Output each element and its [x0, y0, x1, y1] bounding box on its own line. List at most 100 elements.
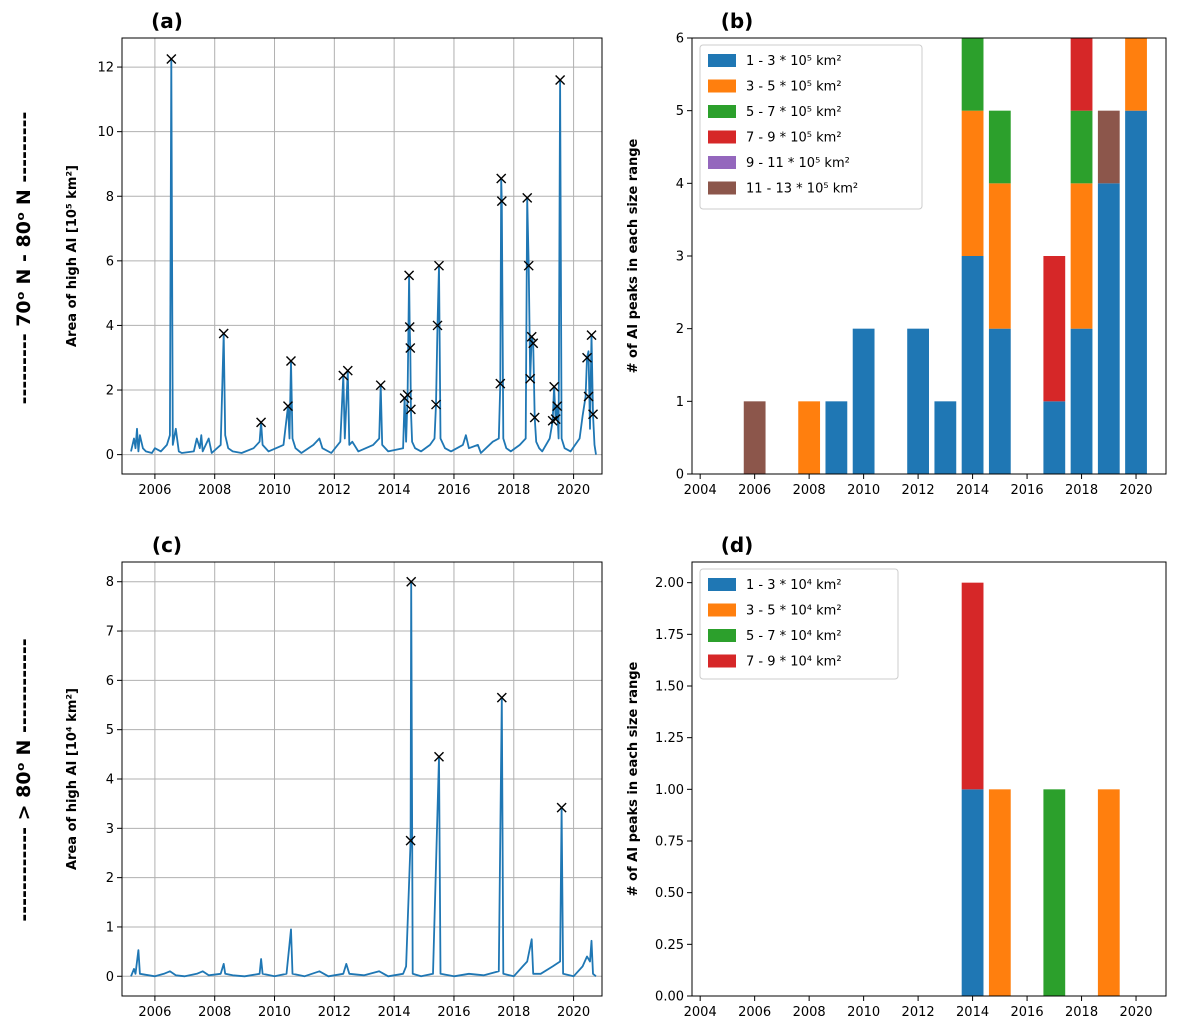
bar-2009-series-0: [825, 401, 848, 474]
y-tick-label: 1.25: [655, 731, 684, 746]
x-tick-label: 2014: [956, 483, 989, 498]
legend-swatch-4: [708, 156, 736, 169]
x-tick-label: 2006: [738, 483, 771, 498]
peak-marker: [549, 381, 560, 392]
x-tick-label: 2010: [847, 483, 880, 498]
row-label-top: --------- 70ᵒ N - 80ᵒ N ---------: [13, 112, 35, 405]
peak-marker: [556, 802, 567, 813]
x-tick-label: 2018: [497, 483, 530, 498]
y-tick-label: 6: [676, 32, 684, 47]
x-tick-label: 2020: [1119, 483, 1152, 498]
peak-marker: [496, 173, 507, 184]
y-tick-label: 3: [676, 250, 684, 265]
legend-label-0: 1 - 3 * 10⁵ km²: [746, 54, 842, 69]
bar-2020-series-1: [1125, 38, 1147, 111]
legend: 1 - 3 * 10⁵ km² 3 - 5 * 10⁵ km² 5 - 7 * 10…: [699, 44, 923, 210]
bar-2018-series-2: [1070, 110, 1093, 184]
legend-label-3: 7 - 9 * 10⁵ km²: [746, 131, 842, 146]
legend-swatch-1: [708, 79, 736, 93]
legend-label-1: 3 - 5 * 10⁴ km²: [746, 604, 842, 619]
y-tick-label: 8: [106, 575, 114, 590]
peak-marker: [523, 260, 534, 271]
peak-marker: [375, 380, 386, 391]
peak-marker: [529, 412, 540, 423]
x-tick-label: 2018: [497, 1005, 530, 1020]
panel-title: (b): [721, 9, 754, 33]
legend-swatch-1: [708, 603, 736, 617]
y-tick-label: 1.00: [655, 783, 684, 798]
peak-marker: [528, 338, 539, 349]
peak-marker: [582, 352, 593, 363]
peak-marker: [583, 391, 594, 402]
bar-2015-series-1: [988, 789, 1011, 996]
legend-swatch-3: [708, 130, 736, 144]
legend-frame: [699, 44, 923, 210]
peak-marker: [402, 389, 413, 400]
x-tick-label: 2010: [847, 1005, 880, 1020]
peak-marker: [432, 320, 443, 331]
peak-marker: [405, 404, 416, 415]
bar-2012-series-0: [907, 328, 929, 474]
peak-marker: [588, 409, 599, 420]
peak-marker: [342, 365, 353, 376]
peak-marker: [434, 260, 445, 271]
x-tick-label: 2010: [258, 1005, 291, 1020]
peak-marker: [550, 414, 561, 425]
peak-marker: [525, 373, 536, 384]
legend-swatch-0: [708, 54, 736, 67]
panel-c: 2006 2008 2010 2012 2014 2016 2018 2020 0 1 2 3 4 5 6 7…: [65, 533, 603, 1020]
x-tick-label: 2004: [684, 1005, 717, 1020]
y-tick-label: 4: [106, 773, 114, 788]
bar-2010-series-0: [852, 328, 875, 474]
bar-2018-series-3: [1070, 38, 1093, 111]
peak-marker: [555, 74, 566, 85]
y-tick-label: 0: [106, 970, 114, 985]
x-tick-label: 2008: [793, 483, 826, 498]
panel-a: 2006 2008 2010 2012 2014 2016 2018 2020 0 2 4 6 8 10 1…: [65, 9, 603, 498]
y-tick-label: 4: [106, 319, 114, 334]
x-tick-label: 2010: [258, 483, 291, 498]
y-axis-label: Area of high AI [10⁵ km²]: [65, 165, 80, 347]
bar-2019-series-0: [1097, 183, 1120, 475]
panel-b: 2004 2006 2008 2010 2012 2014 2016 2018 2020 0 1 2 3…: [626, 9, 1167, 498]
peak-marker: [406, 576, 417, 587]
y-tick-label: 0.00: [655, 990, 684, 1005]
x-tick-label: 2016: [1011, 1005, 1044, 1020]
y-tick-label: 1.75: [655, 628, 684, 643]
peak-marker: [166, 53, 177, 64]
row-label-bottom: ------------ > 80ᵒ N ------------: [13, 638, 35, 921]
peak-marker: [404, 322, 415, 333]
peak-marker: [256, 417, 267, 428]
x-tick-label: 2018: [1065, 1005, 1098, 1020]
bar-2013-series-0: [934, 401, 957, 474]
y-tick-label: 5: [676, 104, 684, 119]
peak-marker: [405, 835, 416, 846]
bar-2006-series-5: [743, 401, 766, 474]
x-tick-label: 2014: [956, 1005, 989, 1020]
x-tick-label: 2008: [198, 483, 231, 498]
y-tick-label: 1: [106, 920, 114, 935]
bar-2018-series-0: [1070, 328, 1093, 474]
bar-2015-series-0: [988, 328, 1011, 474]
peak-marker: [282, 401, 293, 412]
y-tick-label: 12: [97, 61, 114, 76]
legend-label-2: 5 - 7 * 10⁴ km²: [746, 629, 842, 644]
x-tick-label: 2012: [318, 1005, 351, 1020]
legend-swatch-0: [708, 578, 736, 591]
peak-marker: [496, 692, 507, 703]
legend-swatch-5: [708, 181, 736, 195]
legend: 1 - 3 * 10⁴ km² 3 - 5 * 10⁴ km² 5 - 7 * 10…: [699, 568, 899, 680]
y-tick-label: 0.75: [655, 835, 684, 850]
legend-swatch-3: [708, 654, 736, 668]
bar-2015-series-2: [988, 110, 1011, 184]
x-tick-label: 2018: [1065, 483, 1098, 498]
y-tick-label: 2: [106, 871, 114, 886]
plot-frame: [691, 561, 1167, 997]
bar-2015-series-1: [988, 183, 1011, 329]
bar-2019-series-1: [1097, 789, 1120, 996]
y-tick-label: 0: [676, 468, 684, 483]
peak-marker: [495, 378, 506, 389]
bar-2014-series-3: [961, 582, 984, 790]
legend-swatch-2: [708, 629, 736, 642]
